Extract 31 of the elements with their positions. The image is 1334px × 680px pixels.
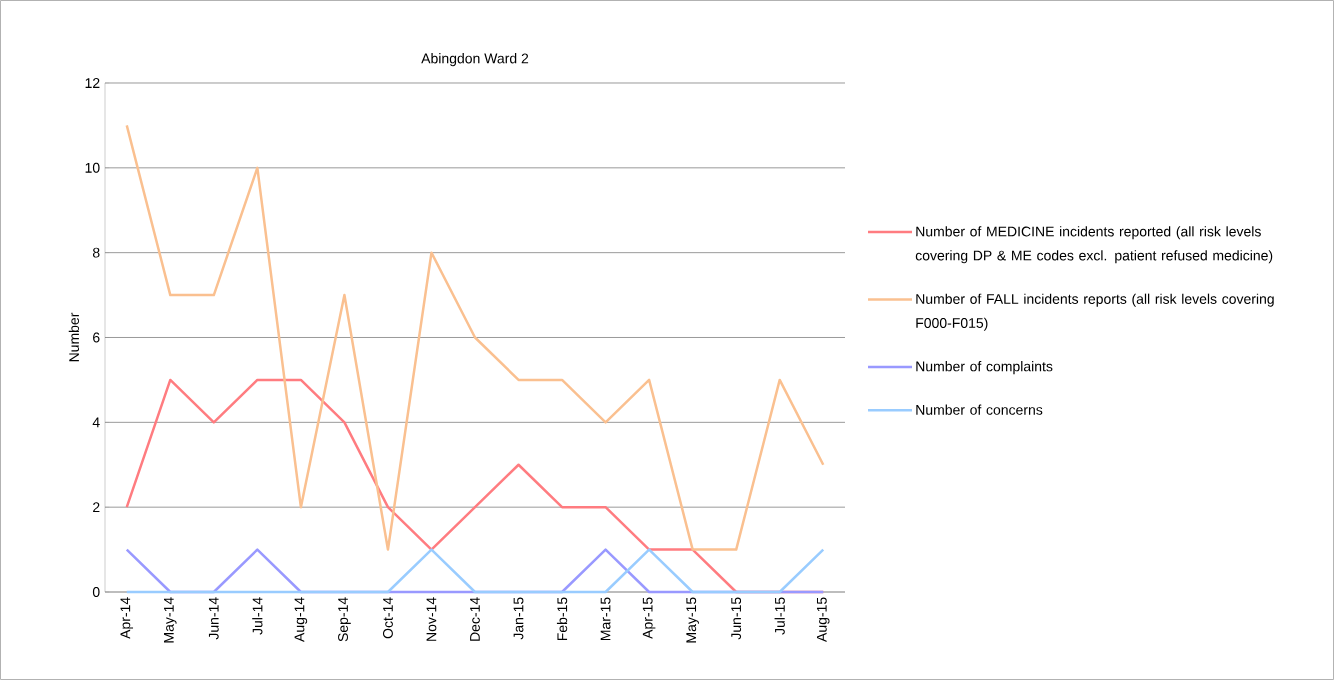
line-series [125, 124, 825, 551]
y-tick-label: 6 [93, 332, 100, 343]
x-tick-label: Jul-14 [252, 597, 263, 635]
y-tick-label: 12 [85, 78, 100, 88]
y-axis-title: Number [68, 312, 80, 362]
x-tick-label: Jan-15 [513, 597, 524, 640]
x-tick-label: Oct-14 [382, 597, 393, 639]
y-tick-label: 8 [92, 247, 100, 258]
y-tick-label: 0 [92, 587, 100, 597]
x-tick-label: May-15 [686, 597, 699, 643]
x-tick-label: Jul-15 [774, 597, 785, 635]
x-tick-label: Jun-15 [731, 597, 742, 640]
x-tick-label: Sep-14 [338, 597, 351, 642]
x-tick-label: Aug-15 [816, 597, 830, 642]
y-tick-label: 10 [85, 162, 100, 173]
y-tick-label: 2 [93, 502, 100, 513]
x-tick-label: Apr-14 [120, 597, 134, 639]
x-tick-label: Mar-15 [600, 597, 611, 641]
legend-label: Number of complaints [916, 361, 1053, 375]
legend-label: Number of MEDICINE incidents reported (all risk levels covering DP & ME codes excl. patient refused medicine) [915, 226, 1273, 264]
x-tick-label: Dec-14 [470, 597, 480, 641]
x-tick-label: Apr-15 [642, 597, 656, 639]
x-tick-label: Nov-14 [426, 597, 437, 641]
y-tick-label: 4 [92, 417, 100, 428]
chart-title: Abingdon Ward 2 [421, 53, 529, 67]
x-tick-label: Aug-14 [294, 597, 308, 642]
x-tick-label: May-14 [164, 597, 177, 643]
x-tick-label: Feb-15 [556, 597, 568, 641]
legend-label: Number of FALL incidents reports (all risk levels covering F000-F015) [916, 293, 1274, 331]
legend-label: Number of concerns [916, 404, 1043, 415]
x-tick-label: Jun-14 [208, 597, 219, 640]
